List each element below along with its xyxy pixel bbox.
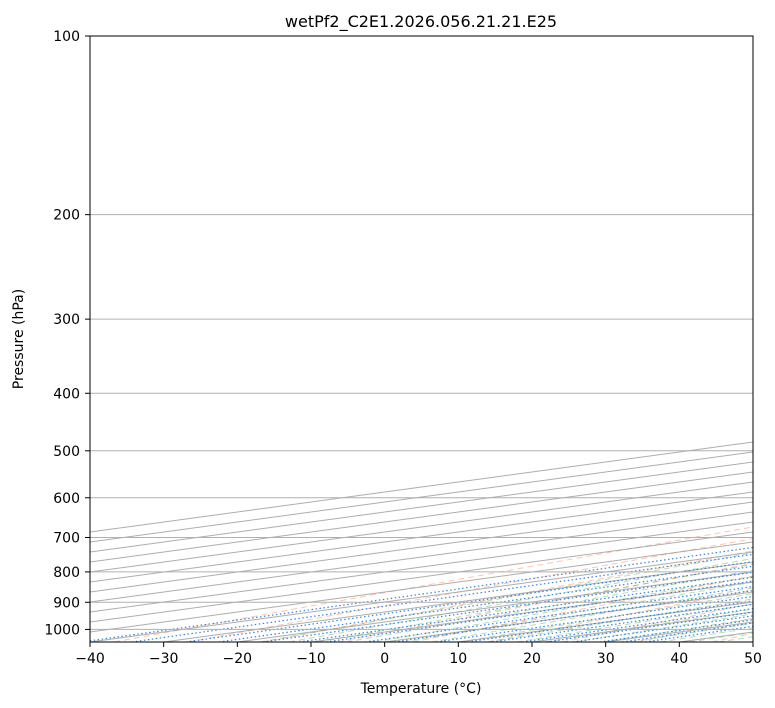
dry-adiabat	[188, 538, 753, 642]
dry-adiabat	[338, 562, 753, 642]
skewed-isotherm	[90, 471, 753, 563]
plot-frame	[89, 35, 754, 643]
skewed-isotherm	[90, 491, 753, 583]
x-tick-label: −40	[75, 651, 105, 667]
skewed-isotherm	[90, 501, 753, 593]
skewed-isotherm	[90, 481, 753, 573]
dry-adiabat	[412, 575, 753, 642]
moist-adiabat	[431, 587, 753, 642]
y-tick-label: 800	[53, 565, 80, 581]
dry-adiabat	[114, 526, 753, 642]
moist-adiabat	[403, 581, 753, 642]
moist-adiabat	[346, 569, 753, 642]
chart-title: wetPf2_C2E1.2026.056.21.21.E25	[285, 12, 557, 32]
x-tick-label: 10	[449, 651, 467, 667]
y-tick-label: 200	[53, 208, 80, 224]
y-tick-label: 900	[53, 595, 80, 611]
mixing-ratio-line	[492, 603, 753, 642]
x-tick-label: 50	[744, 651, 762, 667]
mixing-ratio-line	[131, 553, 753, 642]
moist-adiabat	[488, 598, 753, 642]
moist-adiabat	[317, 563, 753, 642]
skewed-isotherm	[90, 511, 753, 603]
mixing-ratio-line	[436, 595, 753, 642]
x-tick-label: 20	[523, 651, 541, 667]
y-tick-label: 1000	[44, 622, 80, 638]
y-tick-label: 600	[53, 491, 80, 507]
mixing-ratio-line	[546, 611, 753, 642]
skewed-isotherm	[90, 451, 753, 543]
skewed-isotherm	[90, 461, 753, 553]
y-axis-label: Pressure (hPa)	[11, 289, 27, 389]
x-tick-label: 40	[670, 651, 688, 667]
y-tick-label: 700	[53, 531, 80, 547]
x-tick-label: 0	[380, 651, 389, 667]
x-tick-label: −10	[296, 651, 326, 667]
axes: −40 −30 −20 −10 0 10 20 30 40 50 100 200 300 400 500 60…	[44, 29, 762, 667]
skewed-isotherm	[90, 531, 753, 623]
y-tick-label: 300	[53, 312, 80, 328]
x-tick-label: −30	[149, 651, 179, 667]
mixing-ratio-line	[522, 607, 753, 642]
x-tick-label: −20	[223, 651, 253, 667]
x-axis-label: Temperature (°C)	[360, 681, 482, 697]
skewed-isotherm	[90, 521, 753, 613]
mixing-ratio-line	[467, 600, 753, 642]
y-tick-label: 500	[53, 444, 80, 460]
x-tick-label: 30	[597, 651, 615, 667]
y-tick-label: 400	[53, 386, 80, 402]
y-tick-label: 100	[53, 29, 80, 45]
mixing-ratio-line	[90, 546, 753, 642]
